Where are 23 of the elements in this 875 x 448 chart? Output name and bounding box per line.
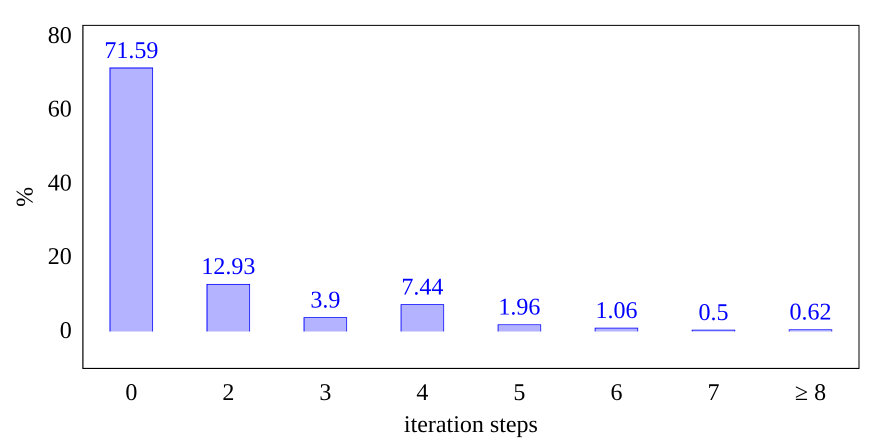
y-tick-label: 0 xyxy=(60,318,72,344)
x-tick-label: 0 xyxy=(125,380,138,406)
x-tick-label: 7 xyxy=(707,380,720,406)
data-label: 0.62 xyxy=(789,300,832,326)
y-tick-label: 20 xyxy=(48,244,72,270)
y-tick-label: 60 xyxy=(48,96,72,123)
data-label: 1.96 xyxy=(498,294,540,321)
x-axis-title: iteration steps xyxy=(404,412,538,438)
x-tick-label: 2 xyxy=(222,380,234,406)
x-tick-label: 5 xyxy=(513,380,526,406)
data-label: 12.93 xyxy=(201,254,256,280)
y-tick-label: 40 xyxy=(48,170,72,196)
x-tick-label: 3 xyxy=(319,380,332,406)
x-tick-label: 6 xyxy=(610,380,622,406)
data-label: 3.9 xyxy=(310,287,340,314)
data-label: 7.44 xyxy=(401,274,444,300)
y-axis-title: % xyxy=(12,186,39,207)
y-tick-label: 80 xyxy=(48,22,72,49)
data-label: 71.59 xyxy=(104,38,158,64)
x-tick-label: ≥ 8 xyxy=(794,380,826,406)
data-label: 0.5 xyxy=(698,300,728,326)
x-tick-label: 4 xyxy=(416,380,428,406)
data-label: 1.06 xyxy=(595,298,638,324)
